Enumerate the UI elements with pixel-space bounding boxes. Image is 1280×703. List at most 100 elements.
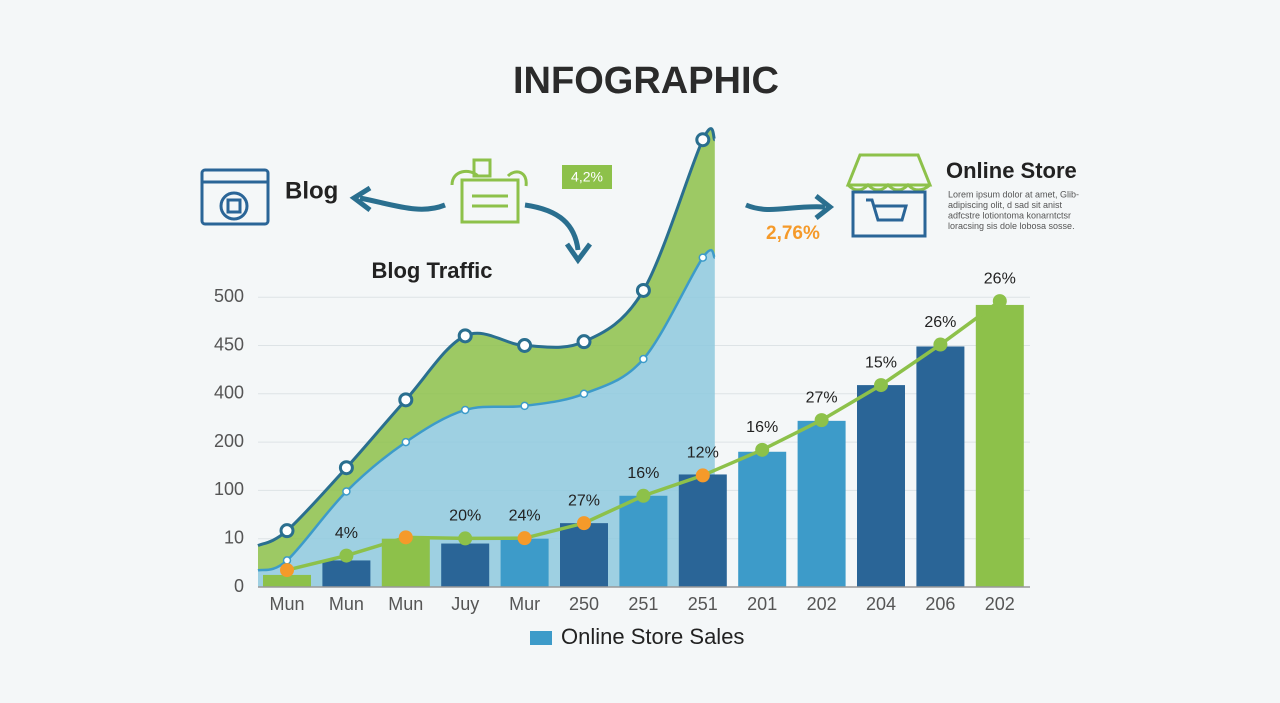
trend-marker (755, 442, 770, 457)
store-line: adfcstre lotiontoma konarntctsr (948, 210, 1071, 220)
bar (560, 523, 608, 587)
chart-title: INFOGRAPHIC (513, 60, 779, 102)
point-label: 27% (806, 389, 838, 406)
bar (322, 560, 371, 587)
trend-marker (339, 548, 354, 563)
legend-swatch (530, 631, 552, 645)
traffic-line (257, 248, 717, 572)
x-tick-label: 204 (866, 594, 896, 614)
traffic-area (258, 250, 715, 587)
x-tick-label: Mur (509, 594, 540, 614)
bar (975, 304, 1024, 587)
bar (797, 420, 846, 587)
traffic-marker (460, 405, 470, 415)
legend-label: Online Store Sales (561, 624, 744, 649)
badge (562, 165, 612, 189)
traffic-marker (401, 437, 411, 447)
traffic-marker (635, 282, 651, 298)
y-tick-label: 500 (214, 286, 244, 306)
orange-badge: 2,76% (766, 223, 820, 244)
traffic-area (258, 128, 715, 571)
bar (857, 385, 905, 587)
traffic-marker (576, 334, 592, 350)
point-label: 26% (924, 314, 956, 331)
traffic-marker (517, 338, 533, 353)
arrow-head (564, 242, 592, 265)
point-label: 4% (335, 525, 358, 542)
bar (263, 574, 311, 587)
store-icon (845, 153, 933, 238)
point-label: 20% (449, 508, 481, 525)
trend-marker (636, 488, 651, 503)
traffic-marker (338, 460, 354, 476)
doc-icon (450, 158, 528, 224)
blog-label: Blog (285, 177, 338, 204)
bar (619, 495, 668, 587)
traffic-marker (695, 132, 711, 148)
traffic-line (257, 127, 717, 548)
point-label: 27% (568, 492, 600, 509)
traffic-marker (579, 389, 589, 399)
badge-text: 4,2% (571, 169, 603, 185)
point-label: 16% (627, 465, 659, 482)
y-tick-label: 400 (214, 383, 244, 403)
point-label: 16% (746, 419, 778, 436)
store-text: Lorem ipsum dolor at amet, Glib-adipisci… (948, 189, 1079, 231)
x-tick-label: 202 (985, 594, 1015, 614)
arrow (359, 195, 446, 212)
traffic-marker (282, 556, 292, 565)
y-tick-label: 0 (234, 576, 244, 596)
arrow-head (814, 194, 835, 220)
arrow (524, 202, 581, 251)
x-tick-label: 250 (569, 594, 599, 614)
y-tick-label: 450 (214, 334, 244, 354)
trend-marker (695, 468, 710, 483)
point-label: 12% (687, 445, 719, 462)
point-label: 15% (865, 354, 897, 371)
trend-marker (517, 531, 532, 546)
traffic-marker (698, 253, 708, 262)
x-tick-label: Mun (329, 594, 364, 614)
x-tick-label: 251 (688, 594, 718, 614)
bar (678, 474, 727, 587)
store-label: Online Store (946, 158, 1077, 183)
y-tick-label: 10 (224, 527, 244, 547)
arrow (745, 202, 826, 212)
x-tick-label: 201 (747, 594, 777, 614)
bar (441, 543, 490, 587)
trend-marker (814, 413, 829, 428)
bar (381, 538, 430, 587)
x-tick-label: 202 (807, 594, 837, 614)
point-label: 26% (984, 270, 1016, 287)
bar (738, 451, 787, 587)
blog-icon (200, 168, 270, 226)
y-tick-label: 200 (214, 431, 244, 451)
bar (500, 538, 549, 587)
x-tick-label: Mun (269, 594, 304, 614)
traffic-marker (279, 523, 295, 539)
arrow-head (349, 185, 372, 212)
point-label: 24% (509, 507, 541, 524)
traffic-marker (342, 487, 351, 496)
area-title: Blog Traffic (371, 258, 492, 283)
traffic-marker (520, 401, 529, 411)
x-tick-label: Mun (388, 594, 423, 614)
trend-marker (280, 563, 294, 578)
traffic-marker (457, 328, 473, 344)
x-tick-label: 251 (628, 594, 658, 614)
store-line: loracsing sis dole lobosa sosse. (948, 221, 1075, 231)
x-tick-label: Juy (451, 594, 479, 614)
traffic-marker (398, 392, 414, 408)
trend-marker (874, 378, 888, 393)
bar (916, 346, 965, 587)
store-line: Lorem ipsum dolor at amet, Glib- (948, 189, 1079, 199)
traffic-marker (639, 354, 648, 364)
store-line: adipiscing olit, d sad sit anist (948, 200, 1063, 210)
trend-marker (933, 337, 948, 352)
y-tick-label: 100 (214, 479, 244, 499)
x-tick-label: 206 (925, 594, 955, 614)
trend-marker (577, 516, 591, 531)
trend-marker (458, 531, 473, 546)
trend-marker (398, 530, 413, 545)
